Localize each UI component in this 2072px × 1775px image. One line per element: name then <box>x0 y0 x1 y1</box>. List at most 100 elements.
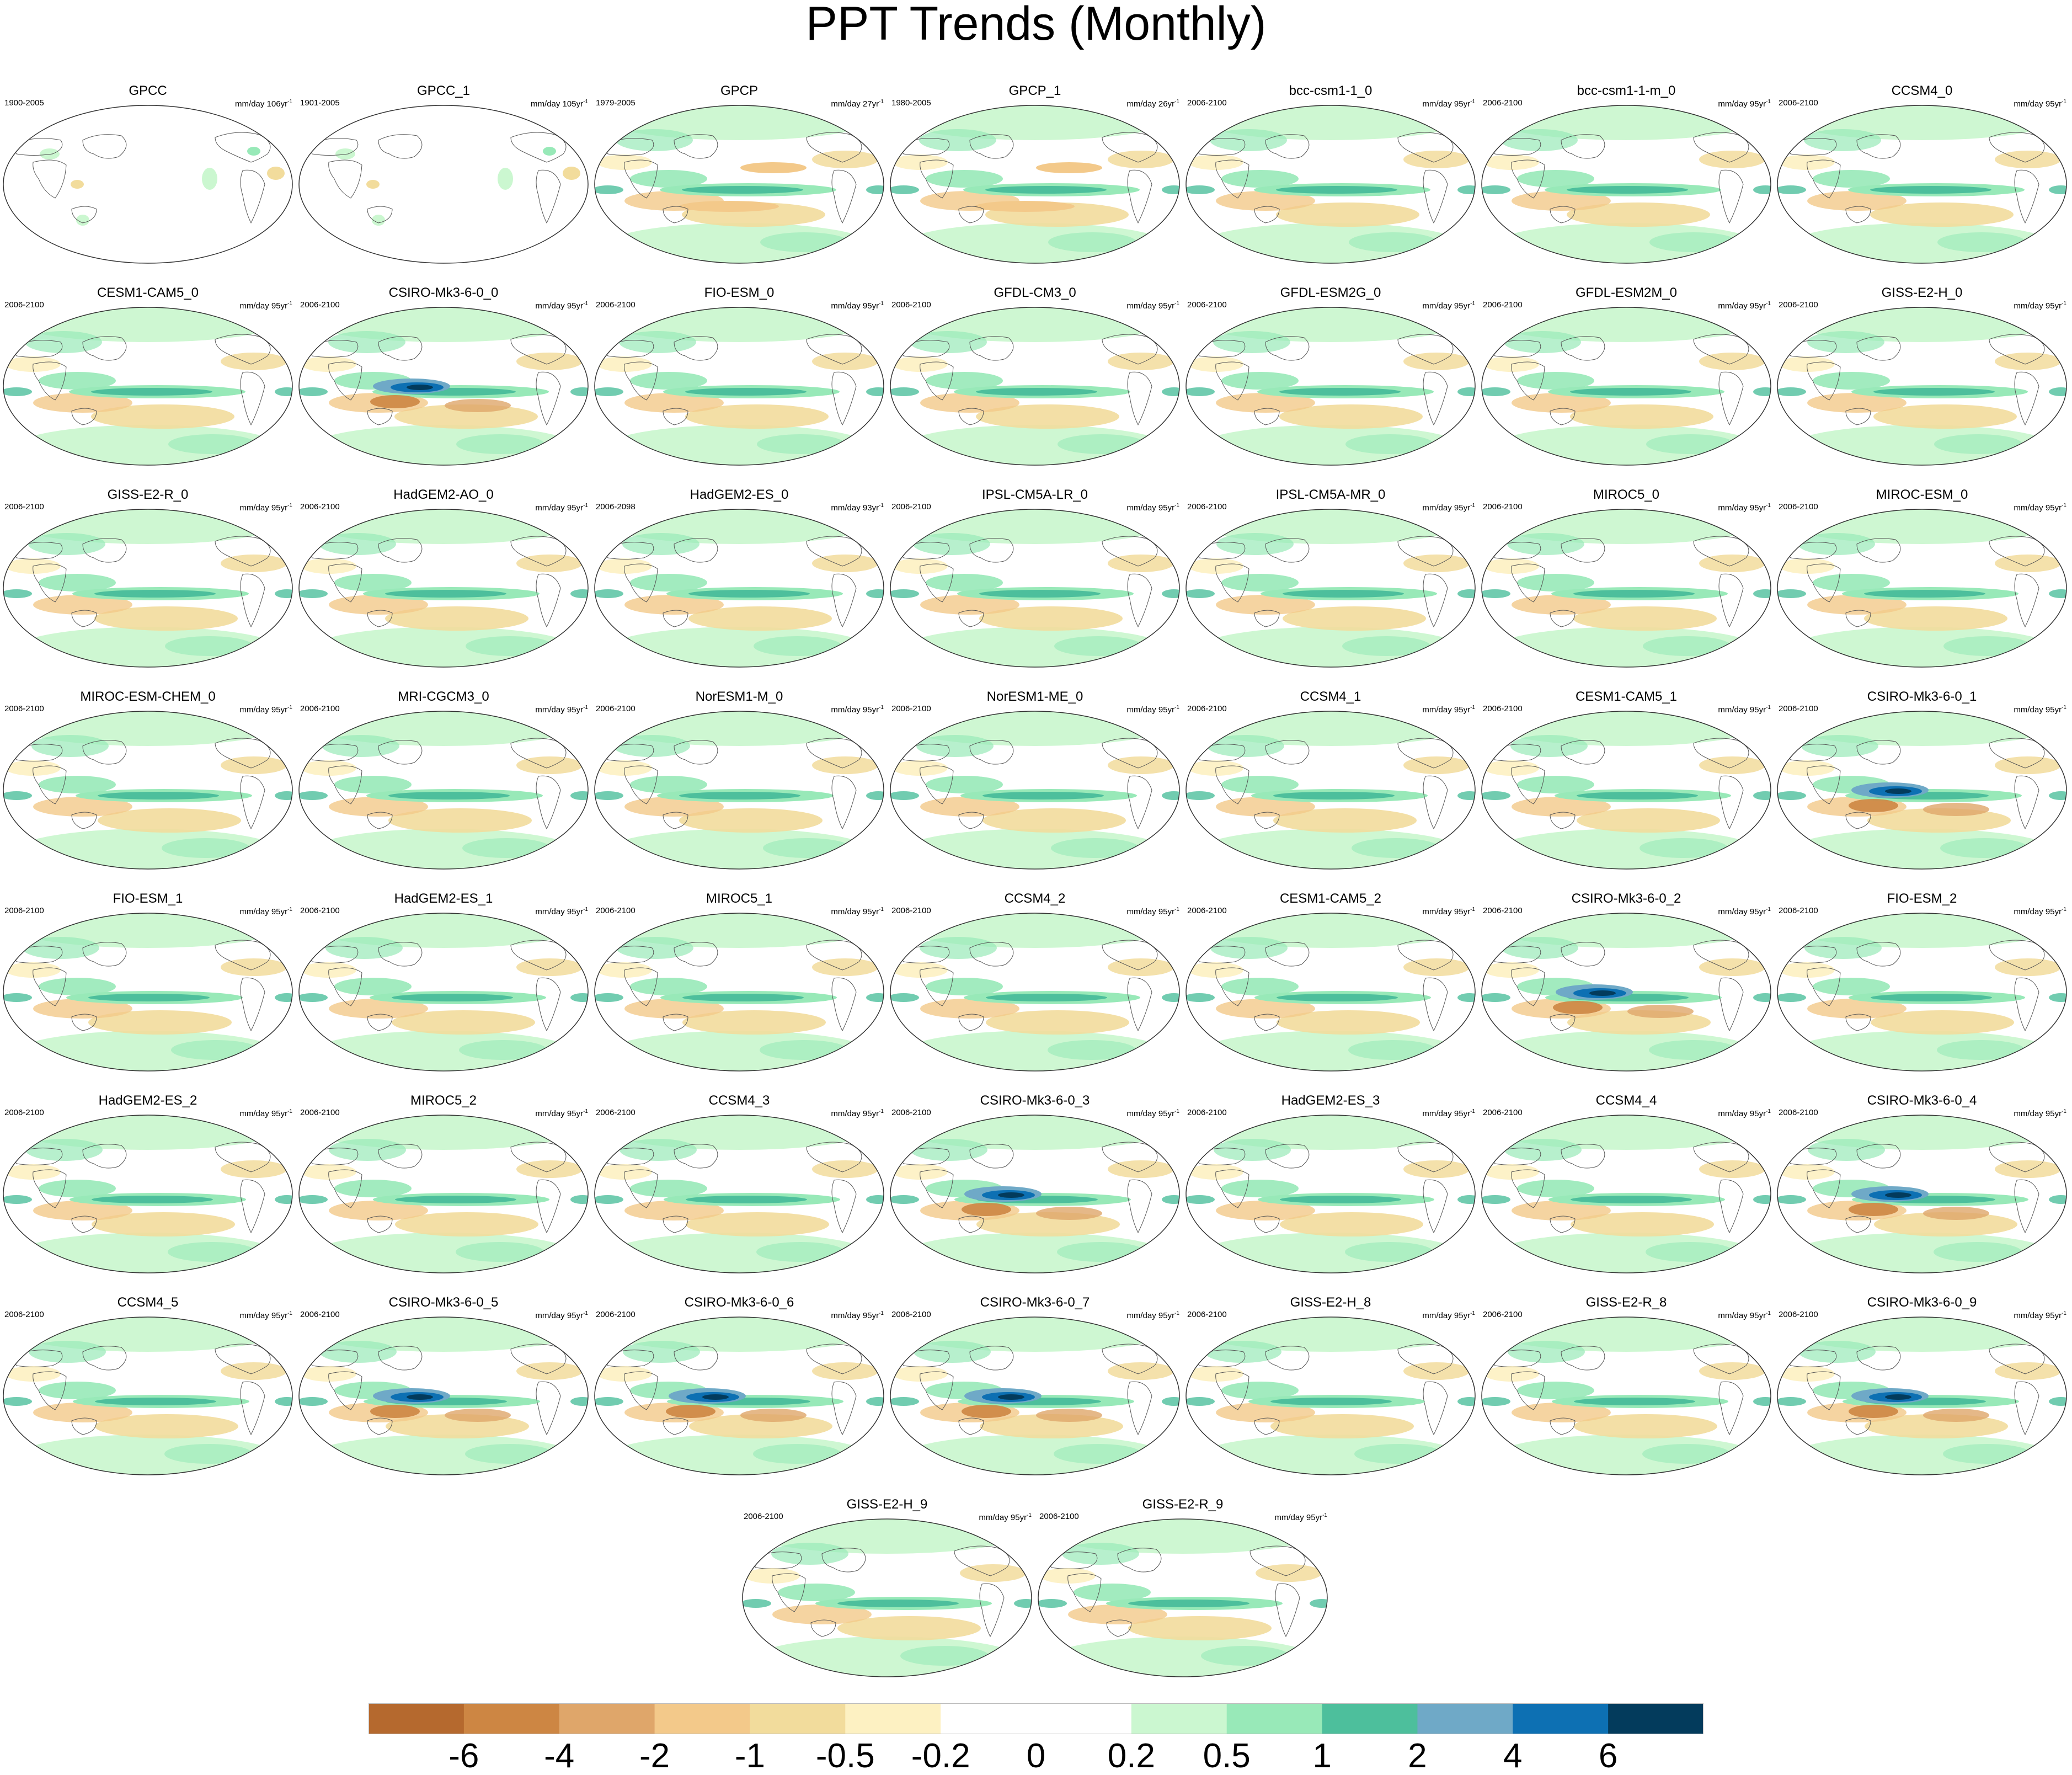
trend-map <box>0 102 296 267</box>
map-panel: GISS-E2-R_9 2006-2100 mm/day 95yr-1 <box>1035 1496 1331 1681</box>
map-panel: bcc-csm1-1-m_0 2006-2100 mm/day 95yr-1 <box>1478 83 1774 268</box>
colorbar-swatch <box>750 1703 845 1734</box>
map-panel: CCSM4_0 2006-2100 mm/day 95yr-1 <box>1774 83 2070 268</box>
map-panel: FIO-ESM_1 2006-2100 mm/day 95yr-1 <box>0 891 296 1075</box>
trend-map <box>1478 1313 1774 1479</box>
trend-map <box>0 303 296 469</box>
trend-map <box>296 1111 591 1277</box>
colorbar-tick-label: -1 <box>735 1739 765 1773</box>
precip-field <box>591 1313 887 1479</box>
map-panel: CSIRO-Mk3-6-0_5 2006-2100 mm/day 95yr-1 <box>296 1294 591 1479</box>
precip-field <box>1478 505 1774 671</box>
trend-map <box>0 909 296 1075</box>
map-panel: CCSM4_3 2006-2100 mm/day 95yr-1 <box>591 1092 887 1277</box>
trend-map <box>887 505 1183 671</box>
map-panel: CCSM4_2 2006-2100 mm/day 95yr-1 <box>887 891 1183 1075</box>
precip-field <box>0 909 296 1075</box>
precip-field <box>1478 909 1774 1075</box>
trend-map <box>1774 102 2070 267</box>
trend-map <box>1774 707 2070 873</box>
precip-field <box>296 102 591 267</box>
precip-field <box>887 505 1183 671</box>
figure-title: PPT Trends (Monthly) <box>0 0 2072 47</box>
precip-field <box>296 1313 591 1479</box>
trend-map <box>591 1313 887 1479</box>
precip-field <box>1183 909 1478 1075</box>
trend-map <box>296 707 591 873</box>
precip-field <box>1478 1111 1774 1277</box>
trend-map <box>887 707 1183 873</box>
trend-map <box>887 102 1183 267</box>
trend-map <box>739 1515 1035 1681</box>
colorbar-tick-label: 1 <box>1312 1739 1331 1773</box>
precip-field <box>1774 1111 2070 1277</box>
map-panel: GISS-E2-H_9 2006-2100 mm/day 95yr-1 <box>739 1496 1035 1681</box>
precip-field <box>1774 505 2070 671</box>
map-panel: GPCP 1979-2005 mm/day 27yr-1 <box>591 83 887 268</box>
trend-map <box>1478 102 1774 267</box>
trend-map <box>1774 303 2070 469</box>
precip-field <box>0 707 296 873</box>
colorbar-swatch <box>1131 1703 1227 1734</box>
precip-field <box>1774 1313 2070 1479</box>
precip-field <box>739 1515 1035 1681</box>
precip-field <box>0 102 296 267</box>
trend-map <box>296 303 591 469</box>
precip-field <box>0 1111 296 1277</box>
precip-field <box>887 909 1183 1075</box>
trend-map <box>296 102 591 267</box>
colorbar-tick-label: 2 <box>1408 1739 1427 1773</box>
precip-field <box>591 1111 887 1277</box>
trend-map <box>887 303 1183 469</box>
map-panel: CSIRO-Mk3-6-0_0 2006-2100 mm/day 95yr-1 <box>296 285 591 470</box>
precip-field <box>1478 707 1774 873</box>
map-panel: FIO-ESM_2 2006-2100 mm/day 95yr-1 <box>1774 891 2070 1075</box>
colorbar-swatch <box>845 1703 941 1734</box>
map-panel: CESM1-CAM5_2 2006-2100 mm/day 95yr-1 <box>1183 891 1478 1075</box>
trend-map <box>1035 1515 1331 1681</box>
colorbar-swatch <box>559 1703 655 1734</box>
map-panel: GPCC 1900-2005 mm/day 106yr-1 <box>0 83 296 268</box>
trend-map <box>1774 1313 2070 1479</box>
trend-map <box>1478 707 1774 873</box>
colorbar-swatch <box>1227 1703 1322 1734</box>
precip-field <box>0 303 296 469</box>
trend-map <box>1183 303 1478 469</box>
map-panel: HadGEM2-ES_1 2006-2100 mm/day 95yr-1 <box>296 891 591 1075</box>
map-panel: CCSM4_1 2006-2100 mm/day 95yr-1 <box>1183 689 1478 873</box>
precip-field <box>296 1111 591 1277</box>
precip-field <box>0 1313 296 1479</box>
map-panel: CSIRO-Mk3-6-0_1 2006-2100 mm/day 95yr-1 <box>1774 689 2070 873</box>
map-panel: GFDL-ESM2G_0 2006-2100 mm/day 95yr-1 <box>1183 285 1478 470</box>
trend-map <box>0 1111 296 1277</box>
colorbar <box>369 1703 1703 1734</box>
precip-field <box>0 505 296 671</box>
trend-map <box>887 909 1183 1075</box>
map-panel: CSIRO-Mk3-6-0_2 2006-2100 mm/day 95yr-1 <box>1478 891 1774 1075</box>
colorbar-tick-label: 0.5 <box>1203 1739 1251 1773</box>
precip-field <box>296 505 591 671</box>
colorbar-swatch <box>1417 1703 1513 1734</box>
precip-field <box>591 909 887 1075</box>
trend-map <box>591 1111 887 1277</box>
map-panel: CCSM4_4 2006-2100 mm/day 95yr-1 <box>1478 1092 1774 1277</box>
trend-map <box>887 1111 1183 1277</box>
map-panel: GISS-E2-R_8 2006-2100 mm/day 95yr-1 <box>1478 1294 1774 1479</box>
trend-map <box>0 1313 296 1479</box>
precip-field <box>296 303 591 469</box>
colorbar-tick-label: -0.2 <box>911 1739 970 1773</box>
colorbar-tick-label: 0 <box>1027 1739 1045 1773</box>
map-panel: bcc-csm1-1_0 2006-2100 mm/day 95yr-1 <box>1183 83 1478 268</box>
colorbar-tick-label: 4 <box>1503 1739 1522 1773</box>
colorbar-swatch <box>1036 1703 1131 1734</box>
precip-field <box>591 303 887 469</box>
colorbar-tick-label: -0.5 <box>816 1739 875 1773</box>
precip-field <box>1478 1313 1774 1479</box>
trend-map <box>1478 505 1774 671</box>
map-panel: MIROC-ESM_0 2006-2100 mm/day 95yr-1 <box>1774 487 2070 671</box>
trend-map <box>1478 303 1774 469</box>
map-panel: NorESM1-ME_0 2006-2100 mm/day 95yr-1 <box>887 689 1183 873</box>
trend-map <box>1774 1111 2070 1277</box>
precip-field <box>591 505 887 671</box>
